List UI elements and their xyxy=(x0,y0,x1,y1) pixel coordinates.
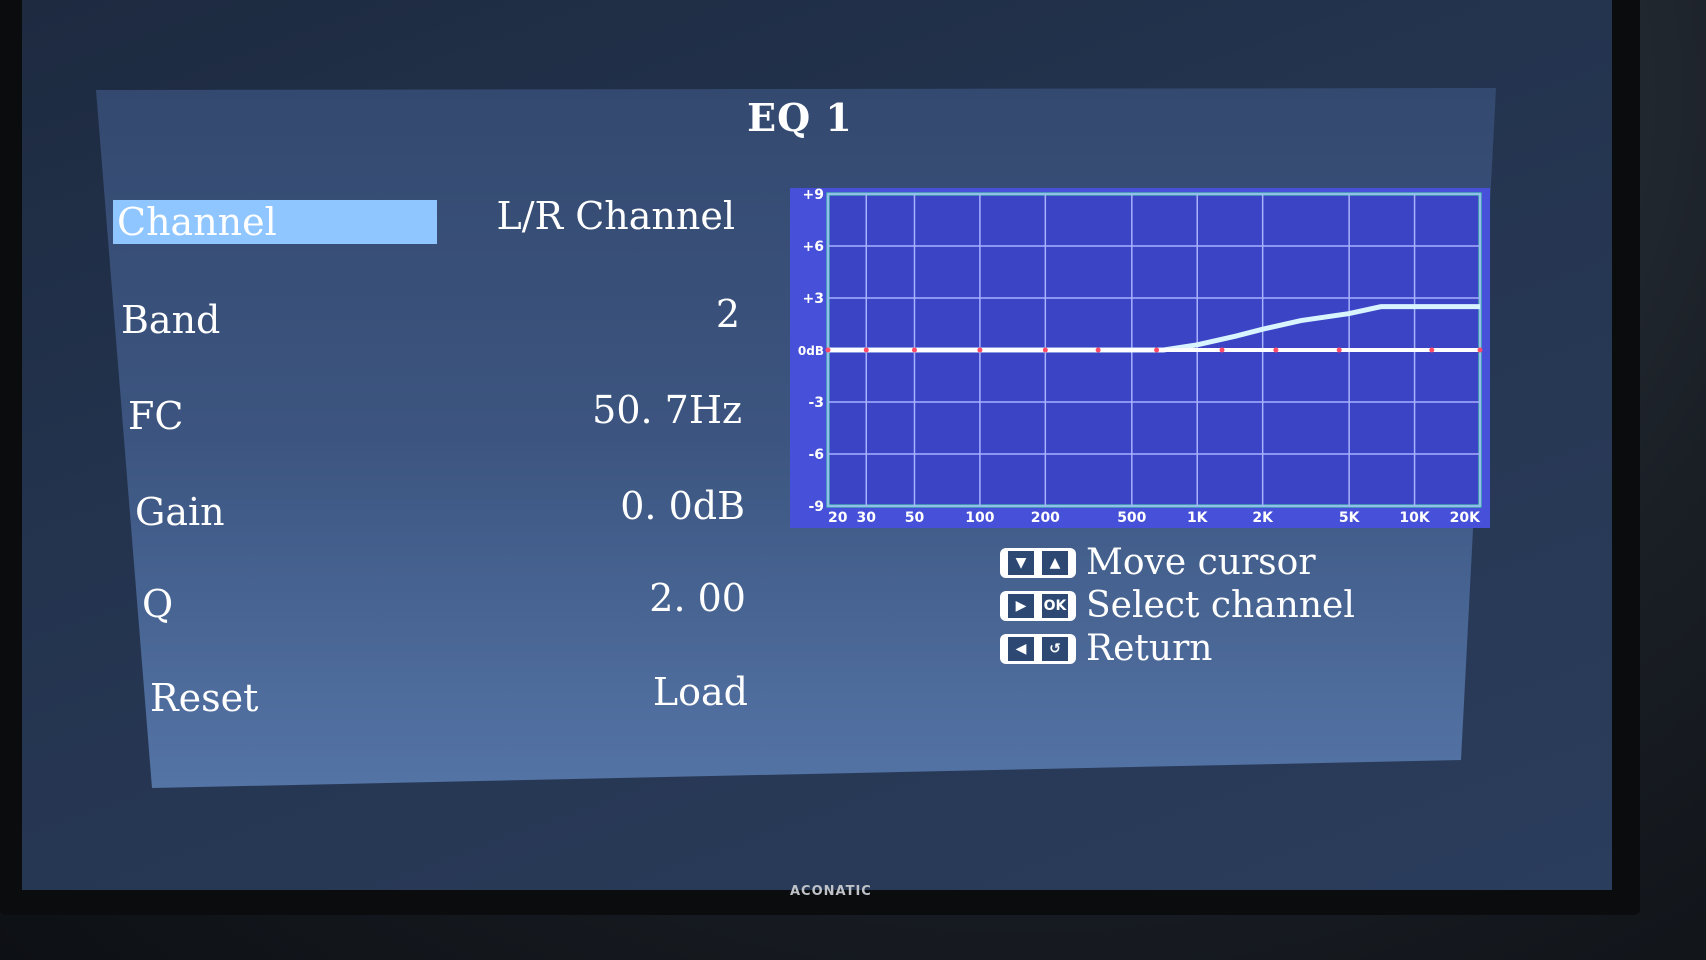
menu-value-reset: Load xyxy=(652,670,748,714)
band-marker xyxy=(825,347,831,353)
legend-keys: ◀ ↺ xyxy=(1000,633,1076,664)
band-marker xyxy=(1219,347,1225,353)
band-marker xyxy=(1429,347,1435,353)
band-marker xyxy=(1477,347,1483,353)
menu-item-q[interactable]: Q xyxy=(142,582,174,626)
band-marker xyxy=(1273,347,1279,353)
menu-item-fc[interactable]: FC xyxy=(128,394,184,438)
y-tick-label: +6 xyxy=(803,239,824,255)
x-tick-label: 5K xyxy=(1339,510,1361,526)
y-tick-label: 0dB xyxy=(798,344,824,358)
band-marker xyxy=(977,347,983,353)
x-tick-label: 500 xyxy=(1117,510,1146,526)
legend-text: Select channel xyxy=(1086,585,1355,626)
legend-text: Move cursor xyxy=(1086,542,1316,583)
menu-value-gain: 0. 0dB xyxy=(620,484,745,528)
legend-text: Return xyxy=(1086,628,1213,669)
x-tick-label: 50 xyxy=(905,510,925,526)
y-tick-label: -6 xyxy=(808,447,824,463)
menu-value-band: 2 xyxy=(715,292,740,336)
y-tick-label: +3 xyxy=(803,291,824,307)
page-title: EQ 1 xyxy=(747,95,853,140)
tv-brand-logo: ACONATIC xyxy=(790,884,872,899)
band-marker xyxy=(1095,347,1101,353)
x-tick-label: 1K xyxy=(1187,510,1209,526)
menu-item-band[interactable]: Band xyxy=(121,298,221,342)
left-arrow-icon: ◀ xyxy=(1008,636,1034,661)
return-icon: ↺ xyxy=(1042,636,1068,661)
up-arrow-icon: ▲ xyxy=(1042,550,1068,575)
x-tick-label: 20K xyxy=(1450,510,1481,526)
menu-item-channel[interactable]: Channel xyxy=(113,200,437,244)
band-marker xyxy=(1042,347,1048,353)
right-arrow-icon: ▶ xyxy=(1008,593,1034,618)
y-tick-label: -9 xyxy=(808,499,824,515)
menu-value-channel: L/R Channel xyxy=(496,194,735,238)
menu-value-q: 2. 00 xyxy=(649,576,746,620)
x-tick-label: 100 xyxy=(965,510,994,526)
y-tick-label: -3 xyxy=(808,395,824,411)
x-tick-label: 2K xyxy=(1252,510,1274,526)
legend-keys: ▼ ▲ xyxy=(1000,547,1076,578)
x-tick-label: 30 xyxy=(857,510,877,526)
eq-curve-chart: 20 30 50 100 200 500 1K 2K 5K 10K 20K +9 +6 +3 0dB -3 -6… xyxy=(790,188,1490,528)
y-tick-label: +9 xyxy=(803,188,824,203)
band-marker xyxy=(863,347,869,353)
ok-icon: OK xyxy=(1042,593,1068,618)
legend-item: ▼ ▲ Move cursor xyxy=(1000,542,1316,583)
menu-item-gain[interactable]: Gain xyxy=(135,490,225,534)
legend-keys: ▶ OK xyxy=(1000,590,1076,621)
x-tick-label: 20 xyxy=(828,510,848,526)
band-marker xyxy=(911,347,917,353)
x-tick-label: 200 xyxy=(1031,510,1060,526)
menu-item-reset[interactable]: Reset xyxy=(150,676,259,720)
band-marker xyxy=(1336,347,1342,353)
menu-value-fc: 50. 7Hz xyxy=(592,388,742,432)
x-tick-label: 10K xyxy=(1399,510,1430,526)
down-arrow-icon: ▼ xyxy=(1008,550,1034,575)
legend-item: ▶ OK Select channel xyxy=(1000,585,1355,626)
legend-item: ◀ ↺ Return xyxy=(1000,628,1212,669)
band-marker xyxy=(1154,347,1160,353)
